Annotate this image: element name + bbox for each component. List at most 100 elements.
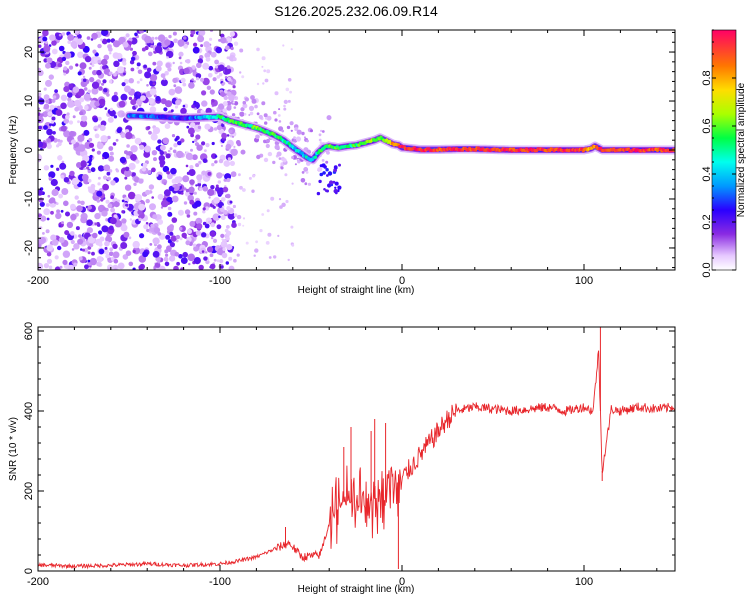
spectrogram-noise-point <box>102 79 107 84</box>
spectrogram-noise-point <box>277 114 281 117</box>
spectrogram-x-tick-label: -100 <box>209 275 231 287</box>
spectrogram-noise-point <box>255 134 260 140</box>
spectrogram-noise-point <box>61 32 66 36</box>
spectrogram-noise-point <box>46 128 53 136</box>
spectrogram-noise-point <box>218 215 221 219</box>
spectrogram-noise-point <box>267 151 273 157</box>
spectrogram-noise-point <box>71 248 75 251</box>
spectrogram-noise-point <box>188 168 196 177</box>
spectrogram-noise-point <box>188 262 191 266</box>
spectrogram-noise-point <box>108 71 113 76</box>
spectrogram-noise-point <box>229 160 235 166</box>
spectrogram-noise-point <box>202 158 208 163</box>
spectrogram-noise-point <box>43 87 47 91</box>
spectrogram-noise-point <box>256 154 261 160</box>
spectrogram-noise-point <box>107 267 111 270</box>
spectrogram-noise-point <box>101 82 105 86</box>
spectrogram-noise-point <box>199 187 203 191</box>
spectrogram-noise-point <box>43 45 51 53</box>
spectrogram-noise-point <box>226 91 232 97</box>
spectrogram-noise-point <box>51 40 57 46</box>
spectrogram-noise-point <box>236 214 242 220</box>
spectrogram-noise-point <box>122 61 127 66</box>
spectrogram-noise-point <box>63 72 67 76</box>
spectrogram-noise-point <box>147 170 152 175</box>
spectrogram-noise-point <box>200 44 204 48</box>
spectrogram-noise-point <box>321 159 325 162</box>
spectrogram-noise-point <box>274 118 278 122</box>
spectrogram-noise-point <box>222 186 229 193</box>
spectrogram-noise-point <box>63 118 70 124</box>
spectrogram-noise-point <box>189 220 196 227</box>
spectrogram-noise-point <box>67 136 73 142</box>
spectrogram-y-axis-label: Frequency (Hz) <box>8 116 19 185</box>
spectrogram-noise-point <box>291 243 295 247</box>
colorbar-tick-label: 0.8 <box>701 70 713 85</box>
spectrogram-noise-point <box>64 230 70 236</box>
spectrogram-noise-point <box>211 141 215 146</box>
spectrogram-noise-point <box>51 239 59 246</box>
spectrogram-noise-point <box>96 190 103 197</box>
spectrogram-noise-point <box>261 213 265 216</box>
spectrogram-noise-point <box>212 238 218 243</box>
spectrogram-noise-point <box>166 48 170 51</box>
spectrogram-noise-point <box>82 75 86 79</box>
spectrogram-ridge-point <box>300 151 304 155</box>
spectrogram-noise-point <box>222 205 225 208</box>
spectrogram-noise-point <box>157 260 161 264</box>
spectrogram-noise-point <box>151 36 155 41</box>
spectrogram-noise-point <box>98 230 103 235</box>
spectrogram-noise-point <box>60 174 65 179</box>
spectrogram-noise-point <box>138 265 144 270</box>
spectrogram-noise-point <box>167 173 173 180</box>
spectrogram-noise-point <box>112 142 117 146</box>
spectrogram-noise-point <box>187 194 194 202</box>
spectrogram-noise-point <box>262 82 265 85</box>
spectrogram-noise-point <box>204 223 210 229</box>
spectrogram-noise-point <box>157 219 164 225</box>
spectrogram-noise-point <box>304 136 306 139</box>
spectrogram-noise-point <box>141 47 146 52</box>
spectrogram-noise-point <box>174 138 178 142</box>
spectrogram-noise-point <box>67 34 74 41</box>
spectrogram-noise-point <box>172 184 176 188</box>
spectrogram-noise-point <box>225 261 229 265</box>
spectrogram-noise-point <box>159 159 166 166</box>
spectrogram-noise-point <box>117 199 120 203</box>
spectrogram-noise-point <box>112 52 120 59</box>
spectrogram-noise-point <box>48 44 52 47</box>
spectrogram-noise-point <box>192 140 195 144</box>
spectrogram-noise-point <box>116 112 119 115</box>
spectrogram-noise-point <box>320 129 323 132</box>
spectrogram-noise-point <box>90 167 96 173</box>
spectrogram-noise-point <box>248 176 252 180</box>
spectrogram-ridge-point <box>316 191 321 196</box>
spectrogram-noise-point <box>42 36 48 42</box>
spectrogram-noise-point <box>174 252 180 257</box>
spectrogram-noise-point <box>148 51 153 57</box>
spectrogram-noise-point <box>128 78 134 84</box>
spectrogram-noise-point <box>196 144 203 151</box>
spectrogram-noise-point <box>200 109 205 114</box>
spectrogram-noise-point <box>104 107 108 110</box>
spectrogram-noise-point <box>143 224 149 230</box>
spectrogram-noise-point <box>301 171 305 174</box>
spectrogram-noise-point <box>196 62 202 69</box>
spectrogram-noise-point <box>164 123 171 129</box>
spectrogram-noise-point <box>251 98 257 104</box>
spectrogram-y-tick-label: -10 <box>23 191 35 207</box>
spectrogram-noise-point <box>223 178 227 182</box>
spectrogram-noise-point <box>91 148 95 152</box>
spectrogram-noise-point <box>113 91 118 96</box>
spectrogram-noise-point <box>165 153 171 159</box>
spectrogram-noise-point <box>43 263 50 269</box>
spectrogram-noise-point <box>76 38 84 45</box>
spectrogram-noise-point <box>228 81 232 85</box>
spectrogram-noise-point <box>165 234 171 240</box>
snr-y-tick-label: 400 <box>23 402 35 420</box>
spectrogram-noise-point <box>218 128 225 135</box>
spectrogram-noise-point <box>47 111 53 117</box>
spectrogram-noise-point <box>304 167 308 170</box>
spectrogram-noise-point <box>88 66 92 70</box>
spectrogram-noise-point <box>86 162 89 166</box>
